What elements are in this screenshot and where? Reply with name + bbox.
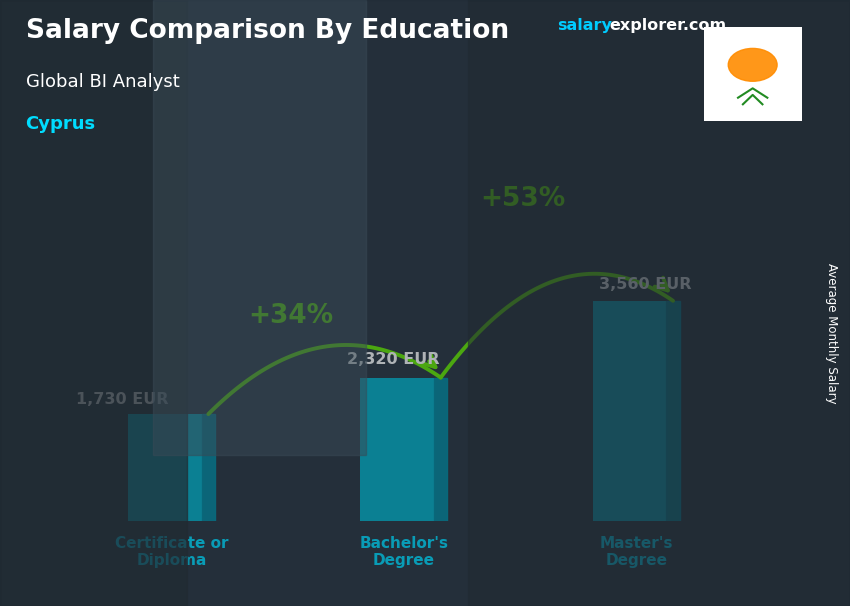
Bar: [592, 301, 666, 521]
Text: Bachelor's
Degree: Bachelor's Degree: [360, 536, 449, 568]
Text: Average Monthly Salary: Average Monthly Salary: [824, 263, 838, 404]
Polygon shape: [434, 378, 447, 521]
Text: +34%: +34%: [248, 303, 333, 328]
Text: Global BI Analyst: Global BI Analyst: [26, 73, 179, 91]
Text: 2,320 EUR: 2,320 EUR: [347, 353, 439, 367]
Polygon shape: [201, 414, 215, 521]
Text: 3,560 EUR: 3,560 EUR: [598, 277, 691, 292]
Text: salary: salary: [557, 18, 612, 33]
Bar: [153, 0, 366, 454]
Text: Master's
Degree: Master's Degree: [599, 536, 673, 568]
Text: Salary Comparison By Education: Salary Comparison By Education: [26, 18, 508, 44]
Polygon shape: [666, 301, 680, 521]
Bar: [360, 378, 434, 521]
Bar: [0, 0, 187, 606]
Text: Certificate or
Diploma: Certificate or Diploma: [115, 536, 229, 568]
Text: explorer.com: explorer.com: [609, 18, 727, 33]
Text: +53%: +53%: [480, 186, 565, 212]
Text: 1,730 EUR: 1,730 EUR: [76, 391, 168, 407]
Ellipse shape: [728, 48, 777, 81]
Text: Cyprus: Cyprus: [26, 115, 95, 133]
Bar: [128, 414, 201, 521]
Bar: [468, 0, 850, 606]
